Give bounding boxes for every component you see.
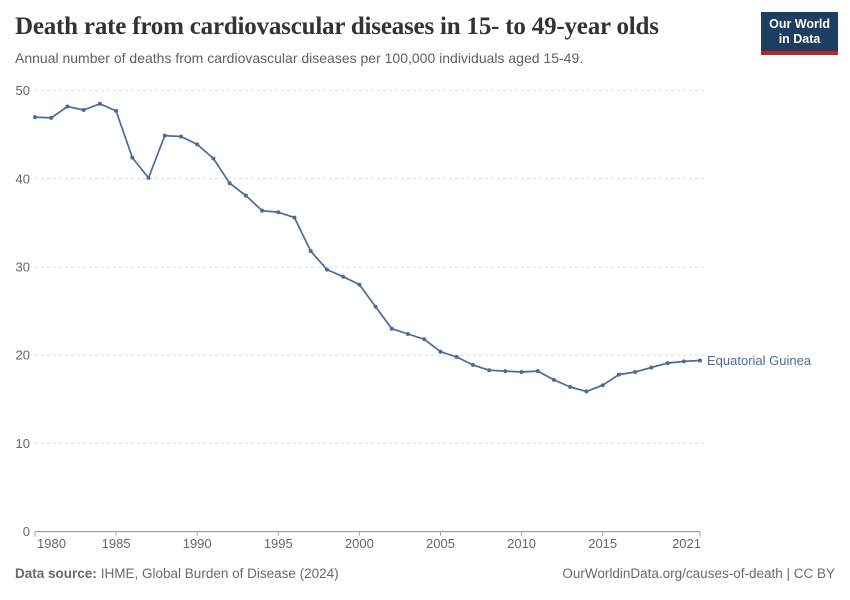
x-tick-label: 2000 bbox=[345, 536, 374, 551]
data-point[interactable] bbox=[211, 156, 216, 161]
x-tick-label: 2021 bbox=[672, 536, 701, 551]
y-tick-label: 50 bbox=[16, 83, 30, 98]
data-point[interactable] bbox=[33, 115, 37, 120]
license-note: OurWorldinData.org/causes-of-death | CC … bbox=[562, 566, 835, 581]
y-tick-label: 0 bbox=[23, 524, 30, 539]
data-point[interactable] bbox=[276, 210, 281, 215]
data-point[interactable] bbox=[308, 249, 313, 254]
x-tick-label: 1995 bbox=[264, 536, 293, 551]
data-point[interactable] bbox=[179, 134, 183, 139]
line-series[interactable] bbox=[34, 102, 701, 393]
owid-logo-line1: Our World bbox=[769, 17, 830, 31]
x-tick-label: 2005 bbox=[426, 536, 455, 551]
data-point[interactable] bbox=[81, 108, 86, 112]
series-end-label[interactable]: Equatorial Guinea bbox=[707, 353, 812, 368]
data-point[interactable] bbox=[357, 282, 362, 287]
data-point[interactable] bbox=[341, 274, 346, 279]
data-point[interactable] bbox=[616, 372, 621, 377]
x-tick-label: 2015 bbox=[588, 536, 617, 551]
data-point[interactable] bbox=[146, 175, 151, 180]
data-point[interactable] bbox=[503, 369, 508, 374]
data-point[interactable] bbox=[552, 377, 556, 382]
data-point[interactable] bbox=[568, 385, 573, 389]
data-point[interactable] bbox=[389, 326, 394, 331]
data-point[interactable] bbox=[325, 267, 329, 272]
page-title: Death rate from cardiovascular diseases … bbox=[15, 13, 659, 40]
data-point[interactable] bbox=[470, 362, 475, 367]
data-point[interactable] bbox=[114, 108, 119, 113]
data-point[interactable] bbox=[130, 155, 135, 160]
x-tick-label: 1990 bbox=[183, 536, 212, 551]
data-point[interactable] bbox=[649, 365, 654, 370]
data-point[interactable] bbox=[454, 355, 459, 359]
data-point[interactable] bbox=[600, 383, 605, 388]
chart-svg: 0 10 20 30 40 50 1980 1985 1990 1995 2000 2005 2010 2… bbox=[16, 83, 812, 551]
y-tick-label: 20 bbox=[16, 348, 30, 363]
x-tick-label: 1985 bbox=[102, 536, 131, 551]
y-tick-label: 10 bbox=[16, 436, 30, 451]
chart-footer: Data source: IHME, Global Burden of Disea… bbox=[15, 566, 835, 581]
data-point[interactable] bbox=[681, 359, 686, 364]
data-source: Data source: IHME, Global Burden of Disea… bbox=[15, 566, 339, 581]
data-point[interactable] bbox=[487, 368, 492, 373]
data-point[interactable] bbox=[162, 133, 167, 138]
data-point[interactable] bbox=[438, 349, 443, 354]
data-point[interactable] bbox=[633, 370, 638, 374]
data-point[interactable] bbox=[373, 304, 378, 309]
data-point[interactable] bbox=[243, 193, 248, 198]
data-source-label: Data source: bbox=[15, 566, 97, 581]
data-point[interactable] bbox=[292, 215, 297, 220]
data-point[interactable] bbox=[584, 389, 589, 394]
data-point[interactable] bbox=[65, 104, 70, 109]
data-point[interactable] bbox=[97, 101, 102, 106]
owid-logo-line2: in Data bbox=[778, 32, 821, 46]
data-point[interactable] bbox=[698, 358, 702, 363]
data-point[interactable] bbox=[665, 361, 670, 366]
data-source-value: IHME, Global Burden of Disease (2024) bbox=[100, 566, 339, 581]
data-point[interactable] bbox=[406, 332, 410, 336]
chart-subtitle: Annual number of deaths from cardiovascu… bbox=[15, 50, 584, 66]
y-tick-label: 40 bbox=[16, 171, 30, 186]
x-tick-label: 1980 bbox=[37, 536, 66, 551]
data-point[interactable] bbox=[195, 142, 200, 147]
y-tick-label: 30 bbox=[16, 260, 30, 275]
x-tick-label: 2010 bbox=[507, 536, 536, 551]
data-point[interactable] bbox=[227, 181, 232, 186]
data-point[interactable] bbox=[260, 208, 265, 213]
data-point[interactable] bbox=[535, 369, 540, 374]
data-point[interactable] bbox=[422, 337, 427, 342]
owid-logo[interactable]: Our World in Data bbox=[761, 12, 838, 55]
data-point[interactable] bbox=[49, 115, 54, 120]
data-point[interactable] bbox=[519, 370, 524, 374]
